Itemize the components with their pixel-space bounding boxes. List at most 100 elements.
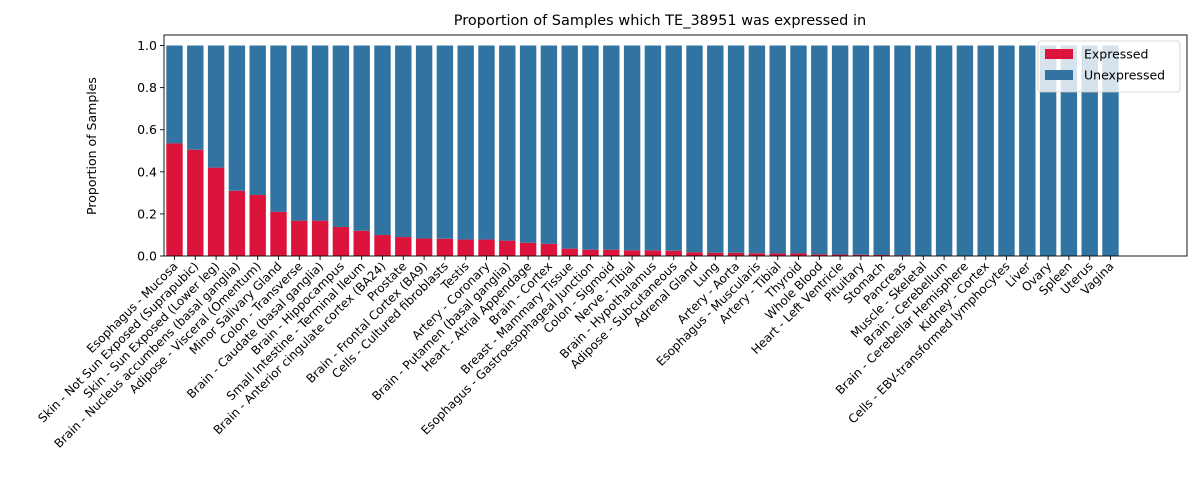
bar-expressed xyxy=(415,238,433,256)
bar-unexpressed xyxy=(977,45,994,257)
bar-unexpressed xyxy=(291,45,308,221)
bar-expressed xyxy=(873,254,890,256)
bar-expressed xyxy=(665,250,682,256)
y-tick-label: 0.8 xyxy=(137,80,157,95)
bar-expressed xyxy=(291,220,308,256)
bar-unexpressed xyxy=(748,45,766,254)
bar-expressed xyxy=(270,211,287,256)
bar-unexpressed xyxy=(582,45,599,250)
bar-expressed xyxy=(790,253,807,256)
bar-unexpressed xyxy=(1081,45,1098,257)
bar-expressed xyxy=(332,226,350,256)
bar-expressed xyxy=(852,254,870,256)
bar-unexpressed xyxy=(1060,45,1078,257)
bar-unexpressed xyxy=(187,45,204,150)
legend-label-unexpressed: Unexpressed xyxy=(1084,68,1165,83)
bar-expressed xyxy=(395,237,412,256)
legend-box xyxy=(1037,40,1181,93)
bar-unexpressed xyxy=(374,45,391,235)
bar-unexpressed xyxy=(644,45,662,251)
bar-unexpressed xyxy=(603,45,620,250)
bar-expressed xyxy=(582,249,599,256)
bar-unexpressed xyxy=(270,45,287,212)
bar-unexpressed xyxy=(873,45,890,255)
bar-unexpressed xyxy=(790,45,807,254)
bar-expressed xyxy=(811,254,828,256)
bar-unexpressed xyxy=(332,45,350,227)
y-tick-label: 0.0 xyxy=(137,249,157,264)
y-axis: 0.0 0.2 0.4 0.6 0.8 1.0 xyxy=(137,38,164,264)
bar-unexpressed xyxy=(915,45,932,257)
legend-swatch-unexpressed xyxy=(1045,70,1073,80)
bar-unexpressed xyxy=(998,45,1015,257)
bar-expressed xyxy=(623,250,641,256)
bar-expressed xyxy=(603,249,620,256)
bar-unexpressed xyxy=(249,45,266,195)
bar-expressed xyxy=(561,248,578,256)
bar-unexpressed xyxy=(540,45,558,244)
bar-unexpressed xyxy=(166,45,183,144)
bar-unexpressed xyxy=(311,45,329,221)
bar-expressed xyxy=(311,220,329,256)
y-tick-label: 0.6 xyxy=(137,122,157,137)
bar-expressed xyxy=(519,242,537,256)
bar-unexpressed xyxy=(1039,45,1057,257)
bar-expressed xyxy=(644,250,662,256)
bars-layer xyxy=(166,45,1119,257)
bar-unexpressed xyxy=(707,45,724,253)
y-axis-label: Proportion of Samples xyxy=(84,77,99,215)
legend-swatch-expressed xyxy=(1045,49,1073,59)
bar-unexpressed xyxy=(353,45,370,231)
bar-expressed xyxy=(374,234,391,256)
bar-unexpressed xyxy=(727,45,745,253)
bar-unexpressed xyxy=(623,45,641,251)
bar-expressed xyxy=(478,239,495,256)
bar-expressed xyxy=(748,253,766,256)
bar-unexpressed xyxy=(436,45,454,239)
bar-expressed xyxy=(457,239,474,256)
bar-unexpressed xyxy=(478,45,495,240)
bar-expressed xyxy=(187,149,204,256)
bar-unexpressed xyxy=(894,45,911,256)
chart-title: Proportion of Samples which TE_38951 was… xyxy=(454,13,866,29)
bar-expressed xyxy=(686,252,703,256)
bar-unexpressed xyxy=(415,45,433,239)
bar-unexpressed xyxy=(457,45,474,240)
bar-unexpressed xyxy=(831,45,849,255)
bar-expressed xyxy=(540,243,558,256)
bar-unexpressed xyxy=(228,45,246,191)
bar-unexpressed xyxy=(1102,45,1119,257)
bar-unexpressed xyxy=(1019,45,1036,257)
legend: Expressed Unexpressed xyxy=(1037,40,1181,93)
y-tick-label: 0.4 xyxy=(137,164,157,179)
bar-unexpressed xyxy=(519,45,537,243)
legend-label-expressed: Expressed xyxy=(1084,47,1148,62)
bar-unexpressed xyxy=(665,45,682,251)
bar-unexpressed xyxy=(686,45,703,253)
bar-unexpressed xyxy=(956,45,974,257)
bar-expressed xyxy=(831,254,849,256)
bar-expressed xyxy=(353,230,370,256)
bar-expressed xyxy=(207,167,225,256)
bar-unexpressed xyxy=(811,45,828,255)
bar-unexpressed xyxy=(207,45,225,168)
bar-unexpressed xyxy=(561,45,578,249)
bar-unexpressed xyxy=(499,45,516,241)
bar-unexpressed xyxy=(769,45,786,254)
bar-expressed xyxy=(249,194,266,256)
bar-expressed xyxy=(727,252,745,256)
bar-unexpressed xyxy=(852,45,870,255)
y-tick-label: 0.2 xyxy=(137,206,157,221)
bar-expressed xyxy=(769,253,786,256)
bar-expressed xyxy=(707,252,724,256)
bar-unexpressed xyxy=(935,45,953,257)
y-tick-label: 1.0 xyxy=(137,38,157,53)
bar-expressed xyxy=(499,240,516,256)
bar-expressed xyxy=(436,238,454,256)
bar-expressed xyxy=(228,190,246,256)
bar-unexpressed xyxy=(395,45,412,238)
bar-expressed xyxy=(166,143,183,256)
